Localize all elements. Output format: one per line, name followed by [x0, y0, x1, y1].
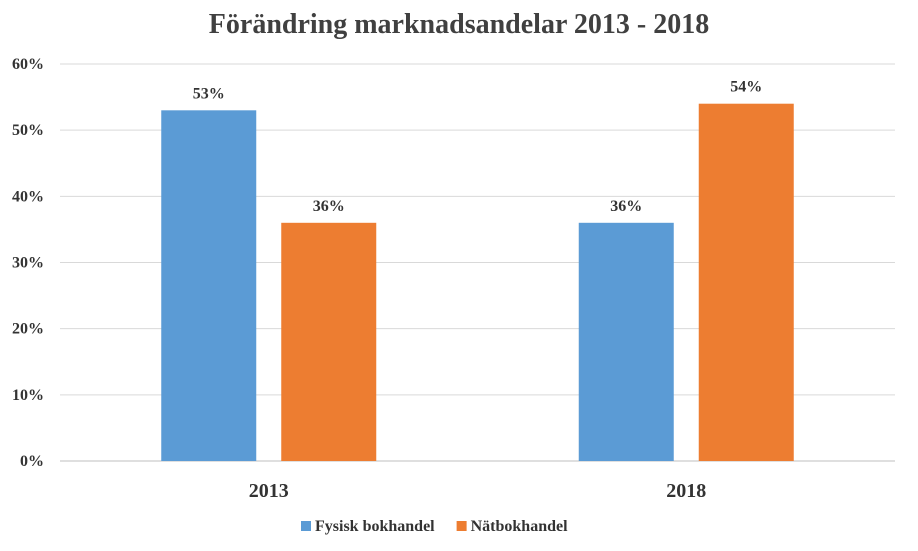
y-tick-label: 50%	[12, 122, 44, 139]
chart-title: Förändring marknadsandelar 2013 - 2018	[209, 9, 709, 40]
legend-swatch	[456, 521, 467, 531]
data-labels: 53% 36% 36% 54%	[193, 79, 763, 215]
bar-1-1	[698, 103, 794, 461]
data-label: 36%	[610, 198, 642, 215]
y-axis-ticks: 0% 10% 20% 30% 40% 50% 60%	[12, 56, 44, 470]
legend: Fysisk bokhandel Nätbokhandel	[301, 518, 568, 535]
y-tick-label: 20%	[12, 321, 44, 338]
bar-1-0	[281, 222, 377, 461]
data-label: 36%	[313, 198, 345, 215]
legend-label: Fysisk bokhandel	[315, 518, 435, 535]
y-tick-label: 60%	[12, 56, 44, 73]
y-tick-label: 10%	[12, 387, 44, 404]
legend-swatch	[301, 521, 311, 531]
y-tick-label: 0%	[20, 453, 44, 470]
y-tick-label: 40%	[12, 188, 44, 205]
x-category-label: 2018	[666, 480, 706, 502]
bar-0-0	[161, 110, 257, 462]
bars	[161, 103, 794, 462]
y-tick-label: 30%	[12, 255, 44, 272]
x-category-label: 2013	[249, 480, 289, 502]
bar-0-1	[578, 222, 674, 461]
legend-label: Nätbokhandel	[471, 518, 568, 535]
x-axis-categories: 2013 2018	[249, 480, 707, 502]
data-label: 54%	[730, 79, 762, 96]
data-label: 53%	[193, 85, 225, 102]
